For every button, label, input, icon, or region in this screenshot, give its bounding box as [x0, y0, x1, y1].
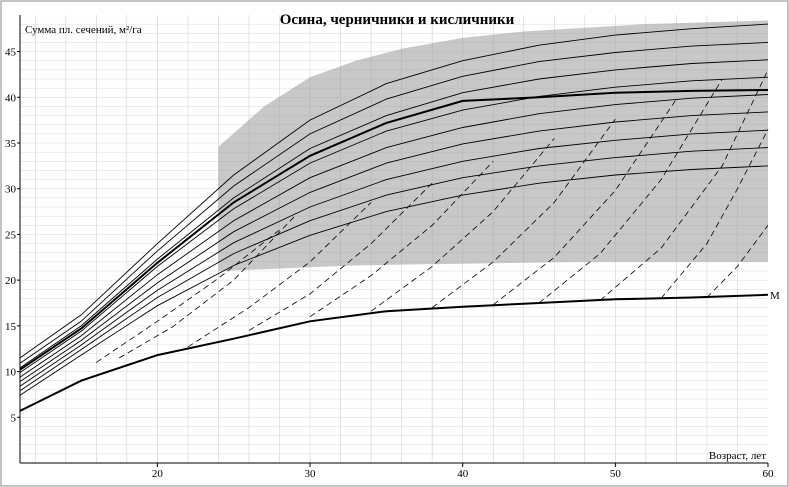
dashed-line: [187, 202, 372, 348]
axes: [19, 15, 768, 464]
y-tick-label: 15: [5, 321, 17, 333]
series-line: [19, 94, 769, 378]
y-tick-label: 30: [5, 184, 17, 196]
series-line: [19, 129, 769, 387]
y-tick-label: 45: [5, 47, 17, 59]
tick-labels: 20 30 40 50 60 5 10 15 20 25 30 35 40 45: [5, 47, 774, 480]
series-label-m: M: [770, 290, 780, 302]
y-tick-label: 20: [5, 275, 17, 287]
dashed-line: [248, 182, 433, 331]
dashed-line: [599, 69, 769, 301]
x-tick-label: 40: [457, 468, 469, 480]
dashed-lines: [96, 69, 769, 363]
dashed-line: [538, 78, 723, 304]
y-tick-label: 10: [5, 367, 17, 379]
x-tick-label: 30: [305, 468, 317, 480]
dashed-line: [431, 118, 616, 308]
shaded-region-area: [218, 20, 768, 271]
series-line: [19, 76, 769, 373]
dashed-line: [96, 229, 280, 363]
y-tick-label: 40: [5, 92, 17, 104]
shaded-region: [218, 20, 768, 271]
x-tick-label: 60: [763, 468, 775, 480]
chart-title: Осина, черничники и кисличники: [280, 12, 515, 28]
series-line: [19, 111, 769, 382]
series-lines: [19, 23, 769, 412]
dashed-line: [118, 215, 296, 359]
dashed-line: [660, 129, 769, 299]
x-tick-label: 20: [152, 468, 164, 480]
series-line-m: [19, 293, 769, 412]
series-line: [19, 89, 769, 371]
series-line: [19, 23, 769, 359]
series-line: [19, 59, 769, 369]
dashed-line: [370, 138, 555, 312]
y-tick-label: 25: [5, 229, 17, 241]
series-line: [19, 165, 769, 396]
y-tick-label: 35: [5, 138, 17, 150]
dashed-line: [309, 161, 494, 318]
series-line: [19, 41, 769, 364]
dashed-line: [492, 98, 677, 306]
series-line: [19, 147, 769, 392]
dashed-line: [706, 225, 769, 298]
x-axis-label: Возраст, лет: [709, 450, 766, 462]
y-axis-label: Сумма пл. сечений, м²/га: [25, 24, 142, 36]
y-tick-label: 5: [11, 412, 17, 424]
x-tick-label: 50: [610, 468, 622, 480]
